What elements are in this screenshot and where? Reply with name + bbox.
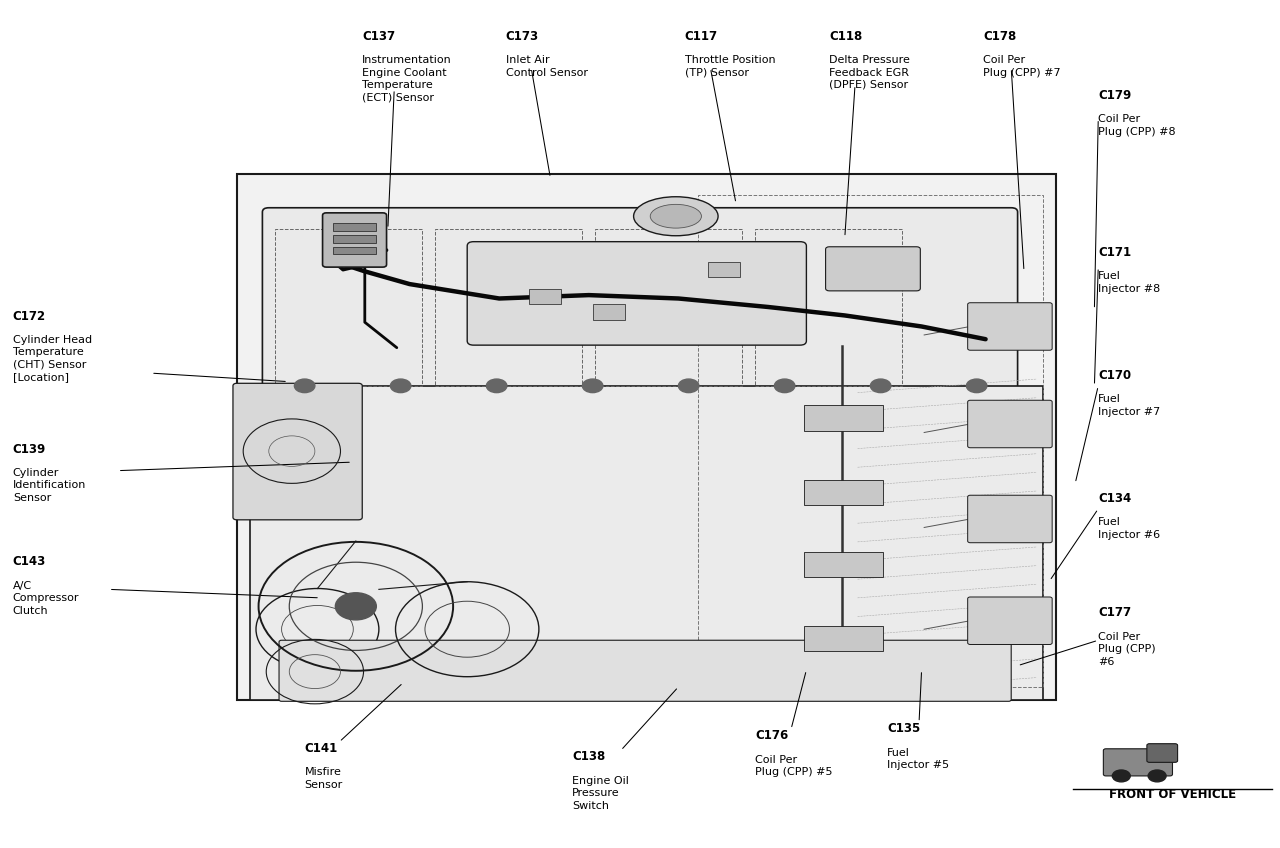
Text: C171: C171 [1098, 246, 1132, 259]
Bar [595, 229, 742, 386]
FancyBboxPatch shape [826, 247, 920, 291]
Text: Fuel
Injector #5: Fuel Injector #5 [887, 748, 950, 770]
FancyBboxPatch shape [968, 597, 1052, 644]
Text: C173: C173 [506, 30, 539, 42]
Text: C138: C138 [572, 750, 605, 763]
FancyBboxPatch shape [262, 208, 1018, 399]
Text: Fuel
Injector #8: Fuel Injector #8 [1098, 271, 1161, 293]
Text: C134: C134 [1098, 492, 1132, 505]
Text: Coil Per
Plug (CPP)
#6: Coil Per Plug (CPP) #6 [1098, 632, 1156, 667]
Text: C139: C139 [13, 443, 46, 455]
Bar [804, 626, 883, 651]
Bar [698, 195, 1043, 687]
FancyBboxPatch shape [1147, 744, 1178, 762]
Bar [237, 174, 1056, 700]
Circle shape [294, 379, 315, 393]
Bar [593, 304, 625, 320]
Circle shape [390, 379, 411, 393]
Text: Coil Per
Plug (CPP) #8: Coil Per Plug (CPP) #8 [1098, 114, 1176, 137]
Text: C143: C143 [13, 555, 46, 568]
Bar [333, 235, 376, 243]
Text: Engine Oil
Pressure
Switch: Engine Oil Pressure Switch [572, 776, 628, 811]
Text: C172: C172 [13, 310, 46, 322]
FancyBboxPatch shape [323, 213, 387, 267]
Bar [804, 552, 883, 577]
Text: Cylinder Head
Temperature
(CHT) Sensor
[Location]: Cylinder Head Temperature (CHT) Sensor [… [13, 335, 92, 382]
Text: C137: C137 [362, 30, 396, 42]
Ellipse shape [634, 197, 718, 236]
Bar [708, 262, 740, 277]
Bar [755, 229, 902, 386]
Circle shape [870, 379, 891, 393]
Text: Throttle Position
(TP) Sensor: Throttle Position (TP) Sensor [685, 55, 776, 77]
Bar [333, 247, 376, 254]
Text: C141: C141 [305, 742, 338, 755]
Circle shape [966, 379, 987, 393]
Text: Inlet Air
Control Sensor: Inlet Air Control Sensor [506, 55, 588, 77]
Text: C135: C135 [887, 722, 920, 735]
FancyBboxPatch shape [233, 383, 362, 520]
Text: C118: C118 [829, 30, 863, 42]
Text: Misfire
Sensor: Misfire Sensor [305, 767, 343, 789]
FancyBboxPatch shape [1103, 749, 1172, 776]
Text: A/C
Compressor
Clutch: A/C Compressor Clutch [13, 581, 79, 616]
Bar [250, 386, 1043, 700]
Text: C170: C170 [1098, 369, 1132, 382]
Text: Fuel
Injector #7: Fuel Injector #7 [1098, 394, 1161, 416]
Ellipse shape [650, 204, 701, 228]
Text: C177: C177 [1098, 606, 1132, 619]
Text: Cylinder
Identification
Sensor: Cylinder Identification Sensor [13, 468, 86, 503]
Text: C117: C117 [685, 30, 718, 42]
Circle shape [678, 379, 699, 393]
Text: Coil Per
Plug (CPP) #5: Coil Per Plug (CPP) #5 [755, 755, 833, 777]
Bar [529, 289, 561, 304]
Bar [275, 229, 422, 386]
Circle shape [774, 379, 795, 393]
Text: FRONT OF VEHICLE: FRONT OF VEHICLE [1108, 788, 1236, 801]
Text: Coil Per
Plug (CPP) #7: Coil Per Plug (CPP) #7 [983, 55, 1061, 77]
Circle shape [1148, 770, 1166, 782]
Bar [333, 223, 376, 231]
FancyBboxPatch shape [467, 242, 806, 345]
Text: Instrumentation
Engine Coolant
Temperature
(ECT) Sensor: Instrumentation Engine Coolant Temperatu… [362, 55, 452, 103]
Text: C176: C176 [755, 729, 788, 742]
Circle shape [335, 593, 376, 620]
Text: Fuel
Injector #6: Fuel Injector #6 [1098, 517, 1161, 539]
FancyBboxPatch shape [279, 640, 1011, 701]
FancyBboxPatch shape [968, 495, 1052, 543]
Bar [435, 229, 582, 386]
FancyBboxPatch shape [968, 303, 1052, 350]
Circle shape [1112, 770, 1130, 782]
Text: C179: C179 [1098, 89, 1132, 102]
Text: Delta Pressure
Feedback EGR
(DPFE) Sensor: Delta Pressure Feedback EGR (DPFE) Senso… [829, 55, 910, 90]
Bar [804, 480, 883, 505]
Text: C178: C178 [983, 30, 1016, 42]
FancyBboxPatch shape [968, 400, 1052, 448]
Bar [804, 405, 883, 431]
Circle shape [582, 379, 603, 393]
Circle shape [486, 379, 507, 393]
